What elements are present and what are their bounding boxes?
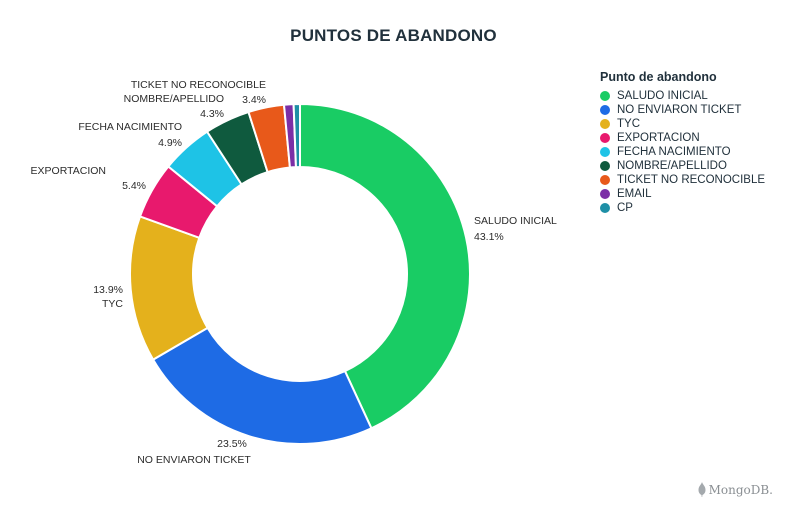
legend-swatch bbox=[600, 91, 610, 101]
mongodb-leaf-icon bbox=[698, 482, 706, 497]
legend-label: NO ENVIARON TICKET bbox=[617, 104, 742, 116]
legend-label: CP bbox=[617, 202, 633, 214]
legend-title: Punto de abandono bbox=[600, 70, 717, 84]
slice-label-no-enviaron-ticket: NO ENVIARON TICKET bbox=[137, 454, 251, 466]
legend-item-fecha-nacimiento[interactable]: FECHA NACIMIENTO bbox=[600, 145, 765, 159]
slice-value-saludo-inicial: 43.1% bbox=[474, 231, 504, 243]
mongodb-watermark: MongoDB. bbox=[698, 482, 773, 497]
legend-item-cp[interactable]: CP bbox=[600, 201, 765, 215]
watermark-text: MongoDB. bbox=[708, 482, 773, 497]
legend: Punto de abandono SALUDO INICIAL NO ENVIA… bbox=[600, 70, 765, 215]
slice-value-exportacion: 5.4% bbox=[122, 180, 146, 192]
slice-cp[interactable] bbox=[292, 102, 301, 169]
legend-label: TYC bbox=[617, 118, 640, 130]
legend-swatch bbox=[600, 147, 610, 157]
legend-label: FECHA NACIMIENTO bbox=[617, 146, 731, 158]
legend-item-tyc[interactable]: TYC bbox=[600, 117, 765, 131]
legend-item-saludo-inicial[interactable]: SALUDO INICIAL bbox=[600, 89, 765, 103]
slice-label-fecha-nacimiento: FECHA NACIMIENTO bbox=[78, 121, 182, 133]
legend-swatch bbox=[600, 175, 610, 185]
legend-swatch bbox=[600, 133, 610, 143]
legend-label: EMAIL bbox=[617, 188, 652, 200]
legend-item-email[interactable]: EMAIL bbox=[600, 187, 765, 201]
legend-label: NOMBRE/APELLIDO bbox=[617, 160, 727, 172]
legend-swatch bbox=[600, 189, 610, 199]
slice-value-fecha-nacimiento: 4.9% bbox=[158, 137, 182, 149]
legend-item-nombre-apellido[interactable]: NOMBRE/APELLIDO bbox=[600, 159, 765, 173]
legend-label: SALUDO INICIAL bbox=[617, 90, 708, 102]
legend-swatch bbox=[600, 119, 610, 129]
slice-label-nombre-apellido: NOMBRE/APELLIDO bbox=[124, 93, 224, 105]
slice-label-saludo-inicial: SALUDO INICIAL bbox=[474, 215, 557, 227]
slice-label-ticket-no-reconocible: TICKET NO RECONOCIBLE bbox=[131, 79, 266, 91]
legend-item-exportacion[interactable]: EXPORTACION bbox=[600, 131, 765, 145]
slice-saludo-inicial[interactable] bbox=[299, 102, 471, 430]
slice-value-nombre-apellido: 4.3% bbox=[200, 108, 224, 120]
slice-no-enviaron-ticket[interactable] bbox=[151, 326, 373, 445]
legend-swatch bbox=[600, 105, 610, 115]
legend-label: EXPORTACION bbox=[617, 132, 700, 144]
legend-item-ticket-no-reconocible[interactable]: TICKET NO RECONOCIBLE bbox=[600, 173, 765, 187]
chart-title: PUNTOS DE ABANDONO bbox=[290, 26, 497, 45]
slice-value-ticket-no-reconocible: 3.4% bbox=[242, 94, 266, 106]
slice-value-no-enviaron-ticket: 23.5% bbox=[217, 438, 247, 450]
slice-label-tyc: TYC bbox=[102, 298, 123, 310]
legend-label: TICKET NO RECONOCIBLE bbox=[617, 174, 766, 186]
slice-label-exportacion: EXPORTACION bbox=[31, 165, 106, 177]
legend-swatch bbox=[600, 203, 610, 213]
slice-value-tyc: 13.9% bbox=[93, 284, 123, 296]
legend-swatch bbox=[600, 161, 610, 171]
legend-item-no-enviaron-ticket[interactable]: NO ENVIARON TICKET bbox=[600, 103, 765, 117]
